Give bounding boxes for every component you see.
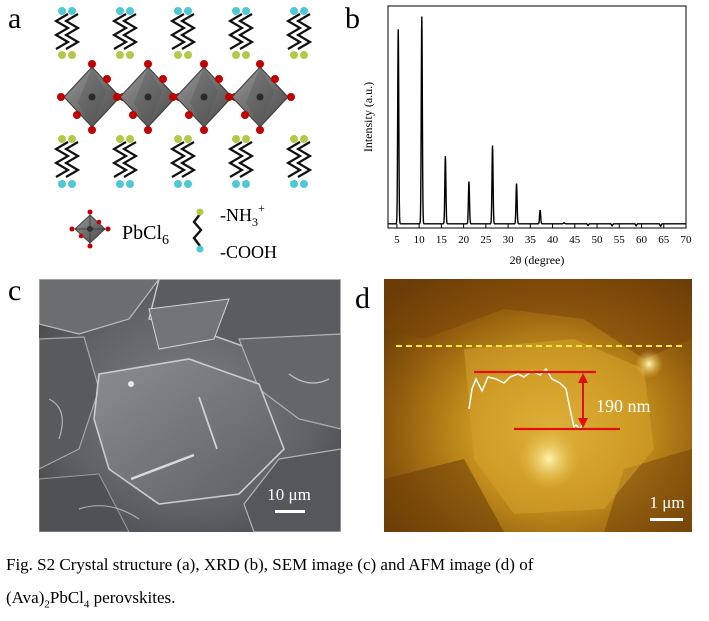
pbcl6-octahedron: [169, 60, 239, 134]
afm-scale-label: 1 μm: [649, 493, 684, 512]
afm-image: 190 nm 1 μm: [384, 279, 692, 532]
pbcl6-octahedra-layer: [57, 60, 295, 134]
organic-chain: [227, 7, 245, 59]
organic-chain: [285, 135, 303, 188]
crystal-structure-diagram: PbCl6 -NH3+ -COOH: [53, 7, 313, 262]
afm-scale-bar: [650, 518, 683, 521]
panel-letter-a: a: [8, 2, 22, 35]
x-tick-label: 45: [569, 234, 581, 246]
panel-letter-d: d: [355, 282, 370, 315]
organic-chain: [179, 7, 197, 59]
organic-chain: [121, 135, 139, 188]
x-tick-label: 30: [503, 234, 515, 246]
y-axis-label: Intensity (a.u.): [361, 82, 375, 152]
organic-chain: [121, 7, 139, 59]
organic-chain: [179, 135, 197, 188]
organic-chain: [227, 135, 245, 188]
legend-cooh-label: -COOH: [220, 242, 277, 262]
panel-letter-b: b: [345, 2, 360, 35]
legend-octahedron-icon: [69, 209, 111, 249]
x-tick-label: 60: [636, 234, 648, 246]
x-axis-label: 2θ (degree): [510, 253, 565, 267]
figure-caption: Fig. S2 Crystal structure (a), XRD (b), …: [6, 548, 706, 621]
organic-chain: [169, 135, 187, 188]
organic-chain: [295, 135, 313, 188]
x-tick-label: 20: [458, 234, 470, 246]
xrd-chart: 5 10 15 20 25 30 35 40 45 50 55 60 65 70 2θ (degree) …: [361, 5, 693, 267]
bottom-organic-layer: [53, 135, 313, 188]
x-tick-label: 10: [414, 234, 426, 246]
caption-line-2: (Ava)2PbCl4 perovskites.: [6, 588, 176, 611]
pbcl6-octahedron: [57, 60, 127, 134]
x-tick-label: 5: [394, 234, 400, 246]
x-tick-label: 40: [547, 234, 559, 246]
organic-chain: [53, 135, 71, 188]
organic-chain: [111, 135, 129, 188]
x-tick-label: 55: [614, 234, 626, 246]
x-tick-label: 70: [681, 234, 693, 246]
sem-scale-label: 10 μm: [267, 485, 311, 504]
pbcl6-octahedron: [225, 60, 295, 134]
caption-line-1: Fig. S2 Crystal structure (a), XRD (b), …: [6, 555, 534, 574]
x-tick-label: 15: [436, 234, 448, 246]
sem-scale-bar: [275, 510, 305, 513]
legend-chain-icon: [192, 208, 204, 253]
organic-chain: [111, 7, 129, 59]
organic-chain: [53, 7, 71, 59]
organic-chain: [63, 7, 81, 59]
sem-image: 10 μm: [39, 279, 341, 532]
organic-chain: [237, 135, 255, 188]
chart-frame: [387, 5, 687, 229]
legend-nh3-label: -NH3+: [220, 201, 265, 229]
organic-chain: [237, 7, 255, 59]
x-tick-label: 50: [592, 234, 604, 246]
organic-chain: [285, 7, 303, 59]
legend-pbcl6-label: PbCl6: [122, 222, 169, 248]
x-tick-label: 65: [658, 234, 670, 246]
x-tick-label: 25: [480, 234, 492, 246]
pbcl6-octahedron: [113, 60, 183, 134]
organic-chain: [169, 7, 187, 59]
xrd-pattern-line: [388, 16, 686, 228]
panel-letter-c: c: [8, 274, 22, 307]
x-tick-label: 35: [525, 234, 537, 246]
top-organic-layer: [53, 7, 313, 59]
afm-height-label: 190 nm: [596, 396, 651, 416]
organic-chain: [295, 7, 313, 59]
organic-chain: [63, 135, 81, 188]
